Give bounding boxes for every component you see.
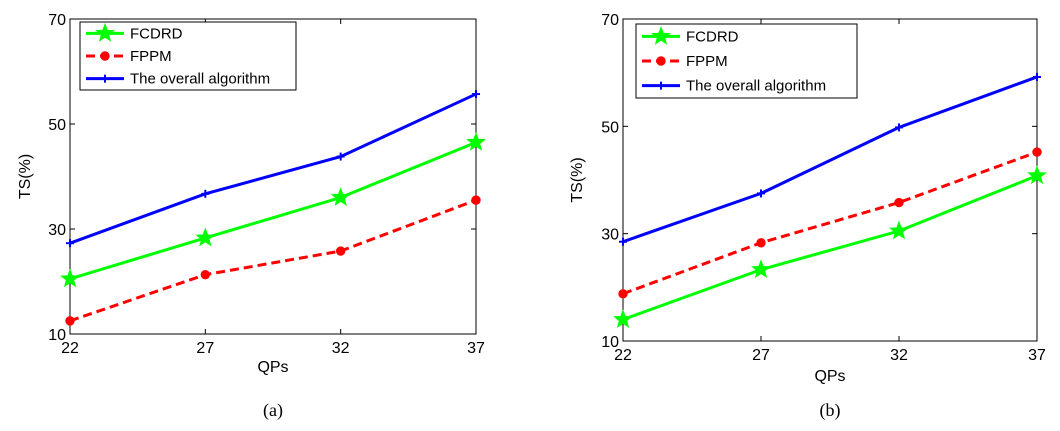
series-fcdrd [60,131,486,288]
legend-entry-label: FPPM [130,48,172,65]
data-point-marker [466,131,486,151]
series-fppm [618,147,1042,299]
data-point-marker [60,268,80,288]
series-line [69,198,477,323]
data-point-marker [756,238,766,248]
y-tick-label: 50 [601,119,619,136]
x-tick-label: 32 [332,340,350,357]
data-point-marker [618,289,628,299]
series-line [69,140,477,281]
series-the-overall-algorithm [66,90,480,248]
chart-a: 22 27 32 37 10 30 50 70 QPs TS(%) FCDRD FPPM The ove… [17,12,486,421]
legend-marker [657,81,665,90]
x-tick-label: 22 [61,340,79,357]
series-fppm [65,195,481,326]
legend: FCDRD FPPM The overall algorithm [635,23,858,99]
data-point-marker [1027,165,1047,185]
legend-entry-label: The overall algorithm [686,78,826,95]
y-axis-label: TS(%) [569,157,586,202]
x-tick-label: 27 [196,340,214,357]
data-point-marker [335,246,346,256]
series-line [622,75,1038,244]
data-point-marker [1033,72,1041,81]
chart-b: 22 27 32 37 10 30 50 70 QPs TS(%) FCDRD FPPM The ove… [569,12,1047,421]
data-point-marker [195,227,216,247]
legend: FCDRD FPPM The overall algorithm [79,21,297,91]
data-point-marker [613,309,633,328]
data-point-marker [894,197,904,208]
x-tick-label: 22 [614,347,632,364]
data-point-marker [66,239,74,248]
data-point-marker [472,90,480,99]
data-point-marker [201,189,210,198]
figure-caption: (a) [263,400,283,421]
legend-entry-label: The overall algorithm [130,71,270,88]
data-point-marker [471,195,481,205]
legend-marker [95,22,115,42]
y-tick-label: 30 [601,227,619,244]
data-point-marker [65,316,75,326]
data-point-marker [895,123,903,132]
data-point-marker [330,187,351,206]
series-line [622,174,1038,321]
y-axis-label: TS(%) [17,154,34,199]
y-tick-label: 70 [48,12,66,29]
x-tick-label: 27 [752,347,770,364]
data-point-marker [1032,147,1042,157]
legend-marker [656,56,666,66]
y-tick-label: 50 [48,117,66,134]
x-tick-label: 37 [1028,347,1046,364]
series-fcdrd [613,165,1047,328]
data-point-marker [889,220,909,240]
series-line [69,92,477,245]
legend-marker [101,74,109,83]
data-point-marker [757,189,765,198]
y-tick-label: 70 [601,12,619,29]
series-line [622,150,1038,296]
data-point-marker [751,259,771,279]
x-tick-label: 32 [890,347,908,364]
legend-marker [651,25,671,45]
data-point-marker [619,237,627,246]
y-tick-label: 30 [48,222,66,239]
y-tick-label: 10 [48,327,66,344]
legend-marker [100,51,110,61]
x-tick-label: 37 [467,340,485,357]
x-axis-label: QPs [257,359,288,376]
y-tick-label: 10 [601,334,619,351]
x-axis-label: QPs [814,368,845,385]
legend-entry-label: FCDRD [130,25,183,42]
legend-entry-label: FPPM [686,53,728,70]
series-the-overall-algorithm [619,72,1041,246]
legend-entry-label: FCDRD [686,28,739,45]
data-point-marker [200,269,211,280]
data-point-marker [336,152,345,161]
figure-caption: (b) [820,400,841,421]
